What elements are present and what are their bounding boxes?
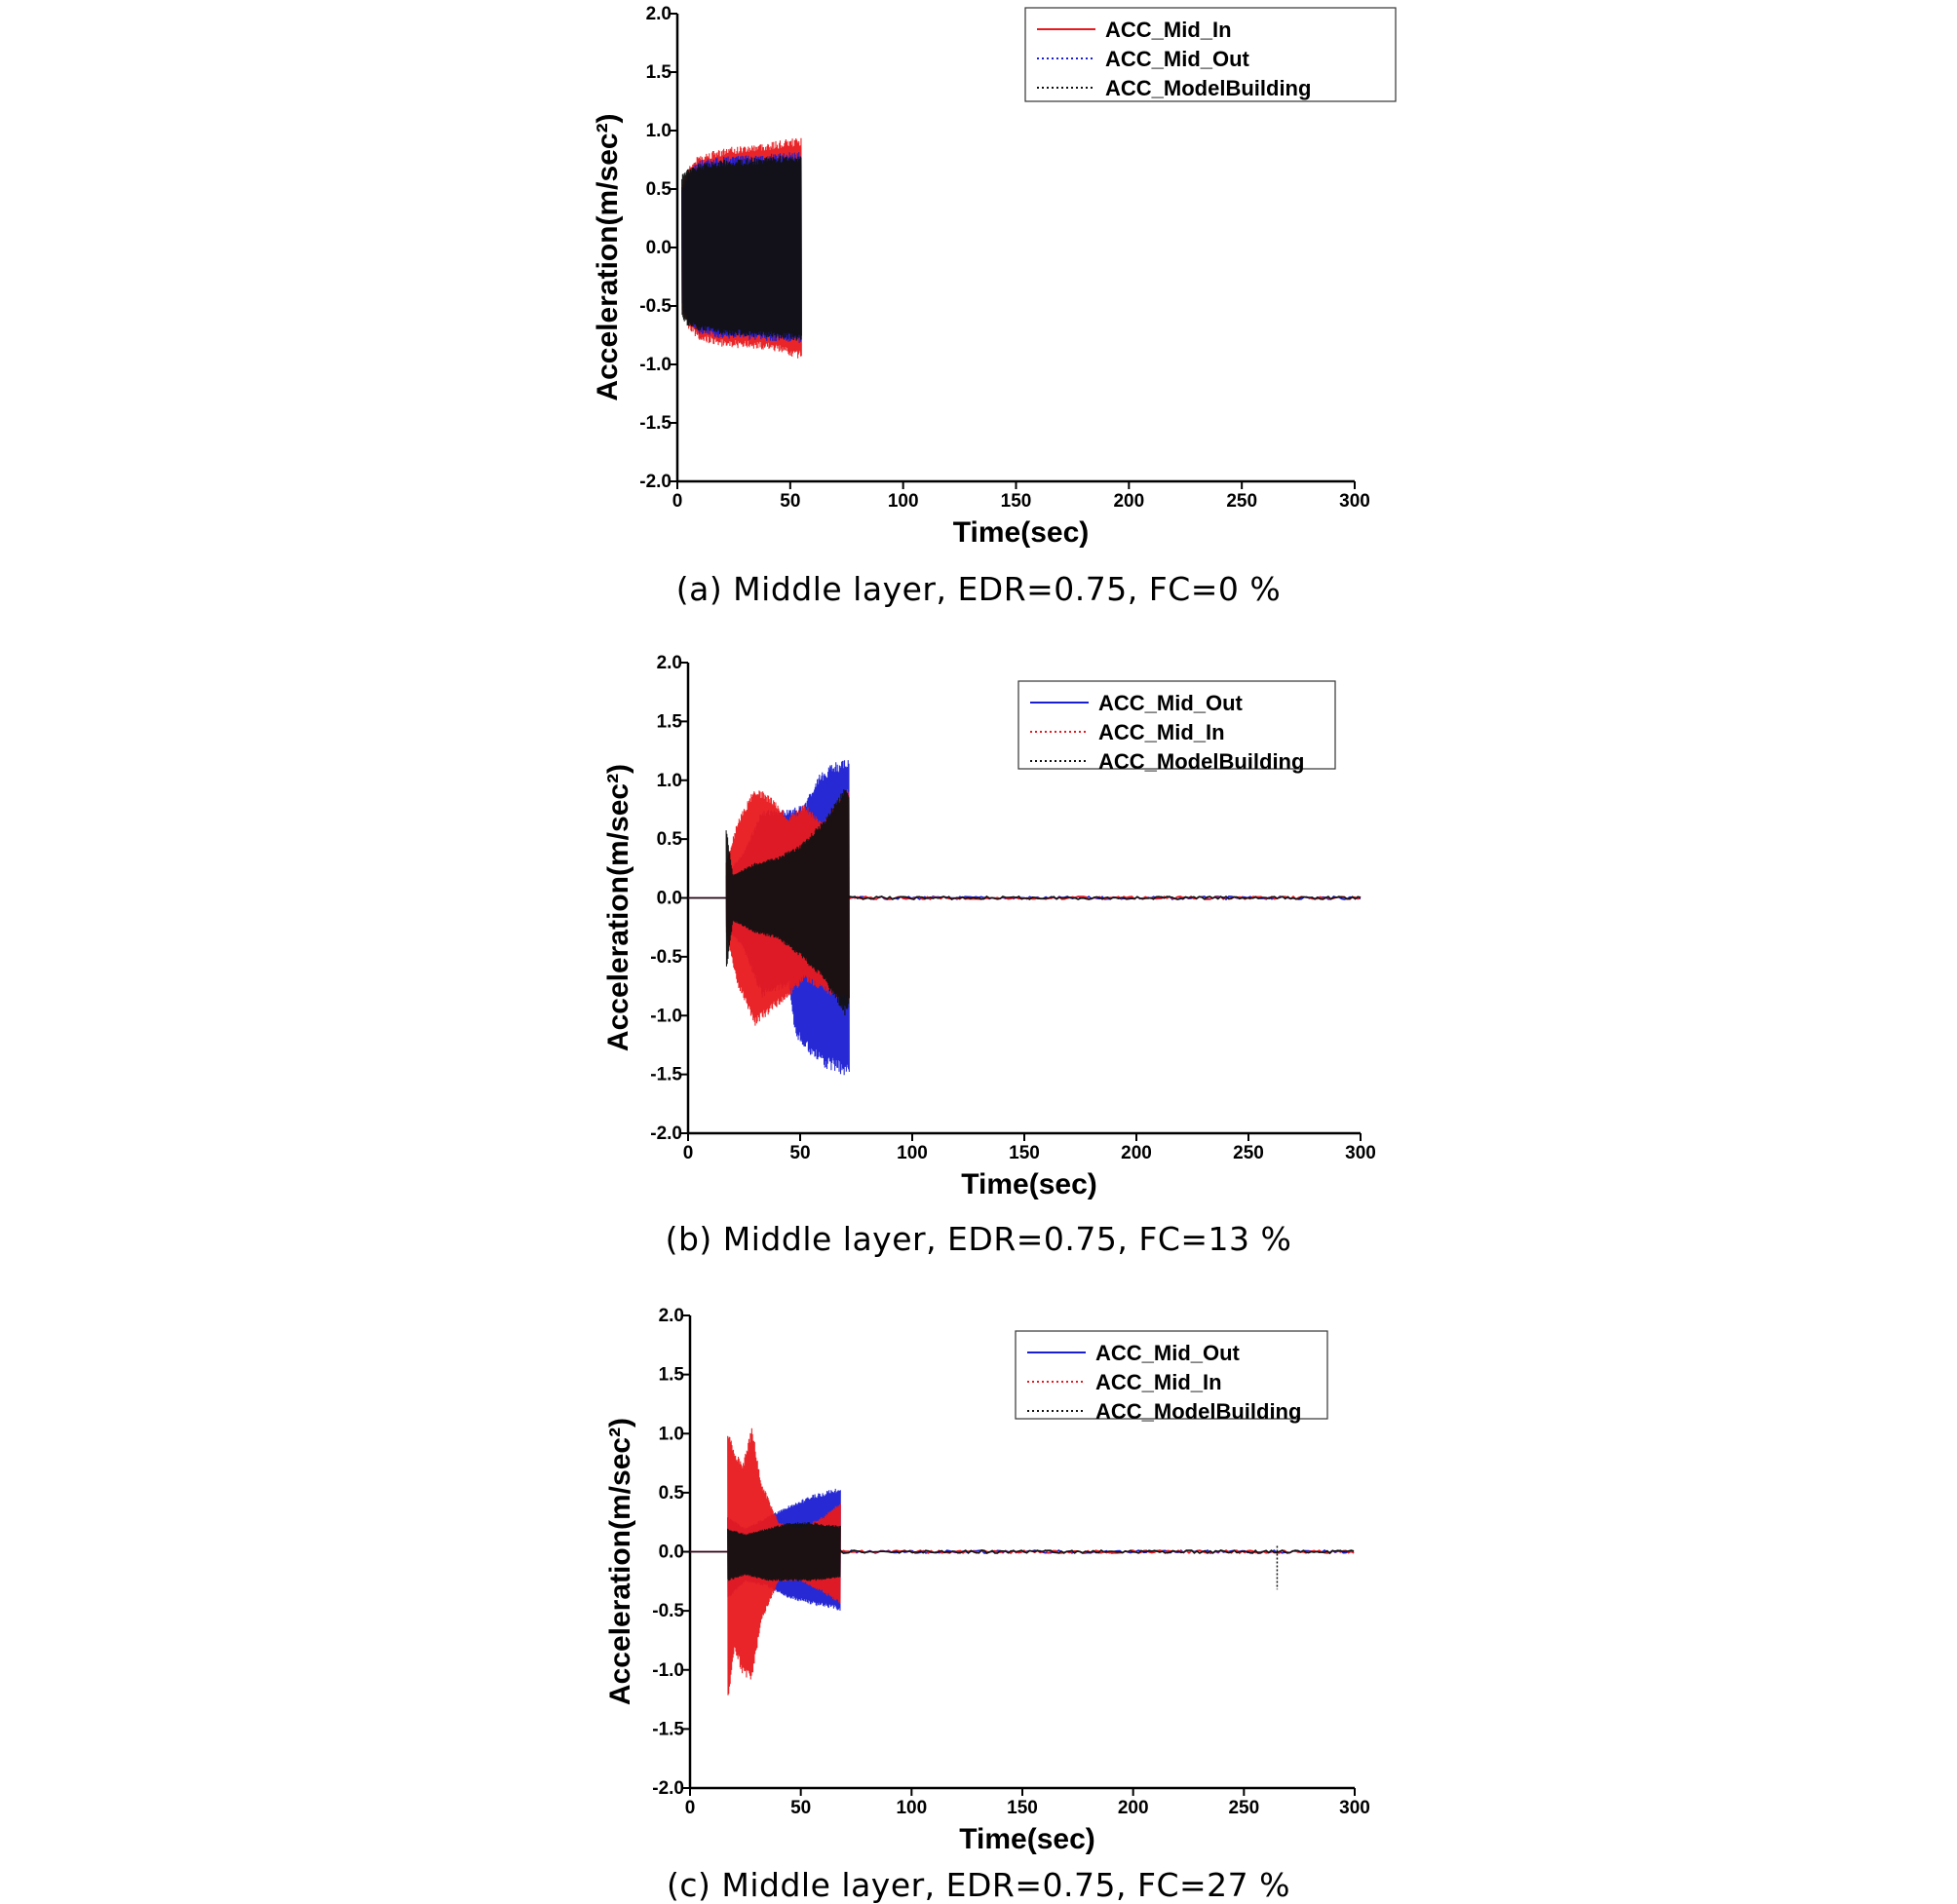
legend-label: ACC_Mid_Out [1098, 691, 1244, 715]
y-tick-label: 1.0 [657, 771, 682, 791]
legend-label: ACC_ModelBuilding [1095, 1399, 1301, 1424]
x-tick-label: 250 [1233, 1143, 1264, 1163]
y-tick-label: 1.0 [646, 121, 672, 141]
y-tick-label: 2.0 [657, 653, 682, 673]
x-tick-label: 0 [683, 1143, 694, 1163]
y-tick-label: -1.5 [650, 1065, 682, 1085]
legend-label: ACC_Mid_Out [1095, 1341, 1241, 1365]
y-tick-label: 0.0 [657, 889, 682, 909]
x-tick-label: 200 [1113, 491, 1144, 512]
y-tick-label: -2.0 [652, 1778, 684, 1799]
y-tick-label: -0.5 [639, 296, 672, 317]
x-tick-label: 200 [1118, 1798, 1149, 1818]
chart-caption-b: (b) Middle layer, EDR=0.75, FC=13 % [665, 1220, 1292, 1258]
x-tick-label: 300 [1345, 1143, 1376, 1163]
legend: ACC_Mid_In ACC_Mid_Out ACC_ModelBuilding [1024, 7, 1397, 102]
chart-panel-a: 2.0 1.5 1.0 0.5 0.0 -0.5 -1.0 -1.5 -2.0 0 50 100 150… [0, 0, 1957, 624]
y-tick-label: -1.0 [650, 1006, 682, 1026]
chart-caption-c: (c) Middle layer, EDR=0.75, FC=27 % [667, 1866, 1290, 1904]
legend-label: ACC_Mid_Out [1105, 47, 1250, 71]
chart-a-svg: 2.0 1.5 1.0 0.5 0.0 -0.5 -1.0 -1.5 -2.00 50 100 150… [592, 4, 1397, 549]
trace-baseline [839, 1548, 1355, 1555]
series-trace [681, 155, 802, 341]
y-tick-label: -1.5 [652, 1719, 684, 1739]
y-tick-label: 1.0 [659, 1424, 684, 1444]
x-tick-label: 50 [780, 491, 800, 512]
y-tick-label: -1.0 [652, 1660, 684, 1681]
chart-b-svg: 2.0 1.5 1.0 0.5 0.0 -0.5 -1.0 -1.5 -2.00 50 100 150… [602, 653, 1376, 1200]
x-tick-label: 100 [897, 1143, 928, 1163]
legend-label: ACC_Mid_In [1095, 1370, 1222, 1394]
legend: ACC_Mid_Out ACC_Mid_In ACC_ModelBuilding [1017, 680, 1336, 774]
legend-label: ACC_ModelBuilding [1098, 749, 1304, 774]
y-axis-title: Acceleration(m/sec²) [604, 1418, 636, 1705]
x-tick-label: 100 [896, 1798, 927, 1818]
y-tick-label: 0.5 [659, 1483, 685, 1504]
legend-box [1015, 1330, 1328, 1420]
y-tick-label: -1.0 [639, 355, 672, 375]
y-tick-label: 0.0 [659, 1542, 684, 1563]
chart-panel-b: 2.0 1.5 1.0 0.5 0.0 -0.5 -1.0 -1.5 -2.0 0 50 100 150… [0, 638, 1957, 1262]
legend-label: ACC_Mid_In [1098, 720, 1225, 744]
x-tick-label: 250 [1226, 491, 1257, 512]
trace-baseline [848, 895, 1362, 900]
y-tick-label: 1.5 [657, 711, 683, 732]
x-tick-label: 50 [789, 1143, 810, 1163]
x-tick-label: 0 [685, 1798, 696, 1818]
legend-box [1024, 7, 1397, 102]
chart-c-svg: 2.0 1.5 1.0 0.5 0.0 -0.5 -1.0 -1.5 -2.00 50 100 150… [604, 1306, 1370, 1855]
x-tick-label: 150 [1009, 1143, 1040, 1163]
series-trace [688, 788, 1362, 1016]
y-tick-label: 0.0 [646, 238, 672, 258]
legend-label: ACC_Mid_In [1105, 18, 1232, 42]
trace-oscillation [727, 1522, 841, 1581]
y-tick-label: 1.5 [646, 62, 672, 83]
y-tick-label: 0.5 [646, 179, 672, 200]
x-axis-title: Time(sec) [953, 516, 1090, 549]
legend: ACC_Mid_Out ACC_Mid_In ACC_ModelBuilding [1015, 1330, 1328, 1424]
x-tick-label: 200 [1121, 1143, 1152, 1163]
trace-oscillation [725, 788, 850, 1016]
y-tick-label: 1.5 [659, 1365, 685, 1386]
legend-box [1017, 680, 1336, 770]
y-tick-label: 0.5 [657, 829, 683, 850]
y-tick-label: -0.5 [650, 947, 682, 968]
x-tick-label: 0 [672, 491, 683, 512]
y-tick-label: -2.0 [650, 1123, 682, 1144]
y-tick-label: -1.5 [639, 413, 672, 434]
x-tick-label: 300 [1339, 491, 1370, 512]
y-tick-label: 2.0 [646, 4, 672, 24]
x-tick-label: 300 [1339, 1798, 1370, 1818]
trace-oscillation [681, 155, 802, 341]
y-tick-label: -2.0 [639, 472, 672, 492]
chart-panel-c: 2.0 1.5 1.0 0.5 0.0 -0.5 -1.0 -1.5 -2.0 0 50 100 150… [0, 1286, 1957, 1871]
y-axis-title: Acceleration(m/sec²) [592, 113, 624, 400]
chart-caption-a: (a) Middle layer, EDR=0.75, FC=0 % [675, 570, 1282, 608]
x-tick-label: 150 [1007, 1798, 1038, 1818]
y-tick-label: -0.5 [652, 1601, 684, 1621]
legend-label: ACC_ModelBuilding [1105, 76, 1311, 100]
x-axis-title: Time(sec) [961, 1168, 1097, 1200]
x-tick-label: 250 [1228, 1798, 1259, 1818]
series-trace [690, 1522, 1355, 1590]
x-tick-label: 150 [1001, 491, 1032, 512]
y-tick-label: 2.0 [659, 1306, 684, 1326]
trace-oscillation [727, 1428, 841, 1695]
x-tick-label: 100 [888, 491, 919, 512]
x-tick-label: 50 [790, 1798, 811, 1818]
y-axis-title: Acceleration(m/sec²) [602, 764, 634, 1051]
x-axis-title: Time(sec) [959, 1823, 1095, 1855]
